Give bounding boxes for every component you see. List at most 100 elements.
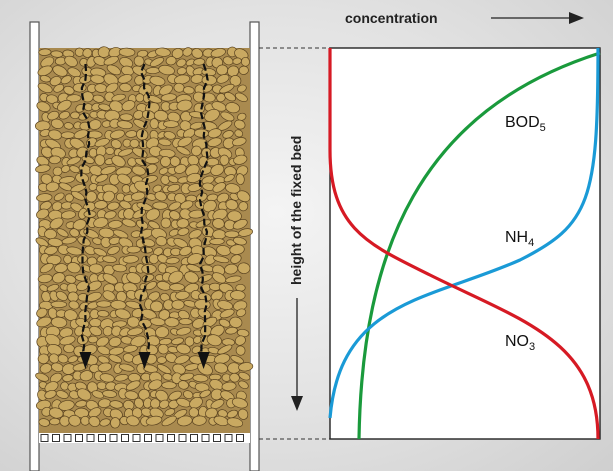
gravel-pebble [114, 308, 131, 320]
gravel-pebble [112, 264, 128, 273]
gravel-pebble [36, 101, 51, 112]
gravel-pebble [39, 201, 52, 211]
gravel-pebble [64, 274, 77, 284]
gravel-pebble [216, 74, 230, 84]
gravel-pebble [238, 228, 253, 237]
gravel-pebble [104, 210, 117, 220]
gravel-pebble [191, 145, 202, 157]
gravel-pebble [56, 99, 72, 112]
gravel-pebble [176, 146, 191, 156]
gravel-pebble [71, 190, 85, 201]
support-grid-slot [155, 434, 164, 442]
gravel-pebble [69, 165, 81, 174]
gravel-pebble [229, 372, 240, 383]
gravel-pebble [96, 336, 110, 348]
gravel-pebble [201, 74, 217, 86]
gravel-pebble [60, 131, 76, 139]
support-grid-slot [178, 434, 187, 442]
gravel-pebble [60, 210, 77, 220]
gravel-pebble [46, 254, 62, 266]
bod5-label: BOD5 [505, 114, 546, 134]
gravel-pebble [110, 417, 121, 429]
gravel-pebble [39, 262, 54, 274]
support-grid-slot [201, 434, 210, 442]
gravel-pebble [182, 47, 193, 57]
gravel-pebble [117, 173, 132, 185]
gravel-pebble [61, 236, 77, 245]
support-grid-slot [132, 434, 141, 442]
arrow-down-icon [79, 352, 92, 369]
gravel-pebble [118, 363, 135, 372]
gravel-pebble [45, 181, 60, 192]
gravel-pebble [171, 337, 184, 345]
gravel-pebble [103, 73, 119, 86]
gravel-pebble [87, 280, 102, 291]
gravel-pebble [149, 75, 166, 86]
gravel-pebble [36, 208, 50, 220]
gravel-pebble [219, 83, 235, 94]
gravel-pebble [177, 415, 193, 427]
gravel-pebble [134, 75, 145, 86]
gravel-pebble [52, 272, 66, 284]
gravel-pebble [220, 111, 235, 122]
gravel-pebble [36, 307, 48, 318]
gravel-pebble [131, 165, 146, 176]
gravel-pebble [99, 373, 115, 383]
gravel-pebble [67, 355, 79, 363]
support-grid-slot [121, 434, 129, 442]
gravel-pebble [163, 131, 176, 140]
gravel-pebble [107, 246, 120, 255]
gravel-pebble [209, 238, 225, 245]
gravel-pebble [232, 219, 248, 230]
gravel-pebble [99, 418, 111, 427]
gravel-pebble [45, 94, 59, 104]
gravel-pebble [75, 172, 89, 184]
gravel-pebble [107, 220, 123, 229]
gravel-pebble [234, 92, 248, 102]
gravel-pebble [177, 136, 193, 147]
gravel-pebble [168, 201, 182, 211]
gravel-pebble [136, 49, 149, 58]
gravel-pebble [145, 208, 161, 221]
gravel-pebble [176, 327, 192, 336]
gravel-pebble [121, 218, 137, 228]
gravel-pebble [238, 362, 254, 372]
gravel-pebble [116, 120, 133, 130]
gravel-pebble [191, 48, 203, 59]
gravel-pebble [93, 217, 109, 229]
gravel-pebble [167, 184, 181, 192]
support-grid-slot [98, 434, 106, 442]
arrow-down-icon [197, 352, 210, 369]
gravel-pebble [179, 372, 194, 381]
gravel-pebble [188, 229, 202, 240]
bod5-curve [357, 51, 601, 440]
gravel-pebble [148, 220, 160, 230]
gravel-pebble [238, 65, 249, 75]
gravel-pebble [238, 380, 249, 390]
gravel-pebble [82, 48, 93, 58]
gravel-pebble [87, 335, 99, 344]
gravel-pebble [165, 56, 177, 66]
gravel-pebble [233, 154, 248, 165]
gravel-pebble [230, 290, 246, 301]
gravel-pebble [111, 155, 126, 168]
no3-curve [328, 48, 600, 440]
gravel-pebble [44, 246, 58, 255]
gravel-pebble [148, 379, 163, 391]
gravel-pebble [210, 399, 225, 410]
gravel-pebble [230, 254, 242, 264]
gravel-pebble [177, 227, 190, 236]
gravel-pebble [217, 344, 233, 355]
gravel-pebble [89, 325, 103, 337]
support-grid-slot [40, 434, 49, 442]
gravel-pebble [72, 362, 88, 372]
gravel-pebble [53, 192, 65, 202]
gravel-pebble [37, 82, 53, 94]
gravel-pebble [136, 219, 149, 230]
gravel-pebble [187, 183, 202, 192]
gravel-pebble [169, 283, 185, 292]
support-grid-slot [213, 434, 221, 442]
gravel-pebble [126, 245, 141, 254]
gravel-pebble [232, 137, 247, 147]
gravel-pebble [224, 92, 236, 102]
